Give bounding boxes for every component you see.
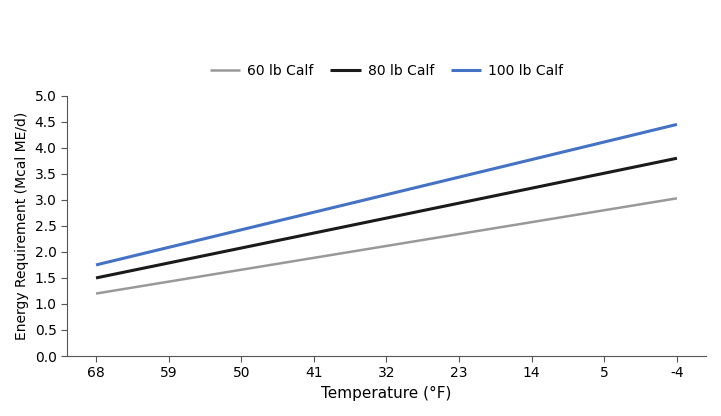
100 lb Calf (309, 210, 318, 215)
X-axis label: Temperature (°F): Temperature (°F) (322, 386, 451, 401)
80 lb Calf (92, 275, 100, 280)
60 lb Calf (309, 255, 318, 260)
Legend: 60 lb Calf, 80 lb Calf, 100 lb Calf: 60 lb Calf, 80 lb Calf, 100 lb Calf (204, 59, 569, 84)
60 lb Calf (164, 279, 173, 284)
100 lb Calf (527, 157, 536, 162)
Line: 60 lb Calf: 60 lb Calf (96, 198, 677, 294)
Line: 80 lb Calf: 80 lb Calf (96, 158, 677, 278)
100 lb Calf (600, 139, 609, 144)
60 lb Calf (673, 196, 681, 201)
80 lb Calf (164, 260, 173, 265)
80 lb Calf (382, 215, 391, 220)
100 lb Calf (237, 227, 246, 232)
Line: 100 lb Calf: 100 lb Calf (96, 124, 677, 265)
80 lb Calf (673, 156, 681, 161)
100 lb Calf (382, 192, 391, 197)
60 lb Calf (92, 291, 100, 296)
80 lb Calf (455, 201, 464, 206)
80 lb Calf (527, 186, 536, 191)
60 lb Calf (455, 232, 464, 237)
80 lb Calf (309, 230, 318, 235)
80 lb Calf (237, 245, 246, 250)
100 lb Calf (455, 175, 464, 180)
100 lb Calf (92, 262, 100, 267)
100 lb Calf (164, 245, 173, 250)
60 lb Calf (382, 243, 391, 248)
60 lb Calf (527, 220, 536, 225)
60 lb Calf (600, 208, 609, 213)
60 lb Calf (237, 267, 246, 272)
100 lb Calf (673, 122, 681, 127)
80 lb Calf (600, 171, 609, 176)
Y-axis label: Energy Requirement (Mcal ME/d): Energy Requirement (Mcal ME/d) (15, 112, 29, 340)
